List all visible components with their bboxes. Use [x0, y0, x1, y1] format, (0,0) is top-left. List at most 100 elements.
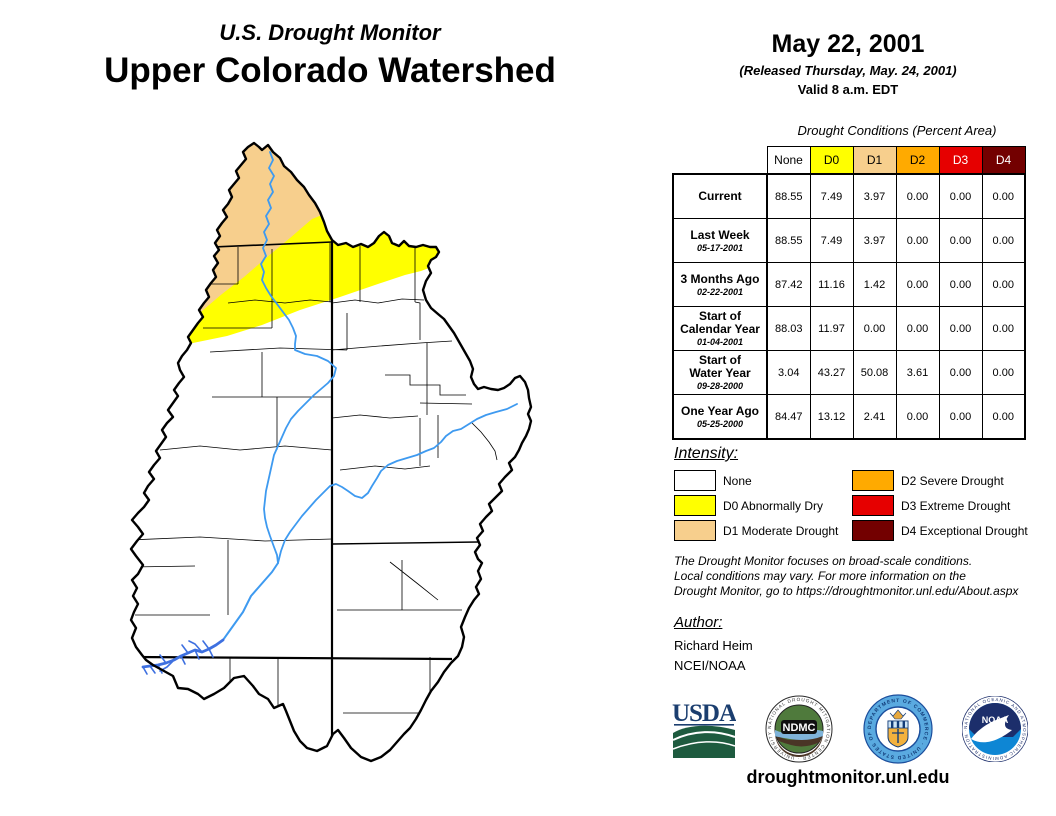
colorado-river: [277, 403, 518, 564]
row-date: 05-17-2001: [696, 242, 744, 253]
column-header-d2: D2: [895, 146, 940, 175]
noaa-logo: NATIONAL OCEANIC AND ATMOSPHERIC ADMINIS…: [961, 696, 1028, 762]
value-cell: 3.04: [766, 350, 811, 395]
ndmc-logo: NATIONAL DROUGHT MITIGATION CENTER · UNI…: [765, 695, 833, 763]
legend-item-d4: D4 Exceptional Drought: [852, 520, 1028, 541]
table-body: Current 88.55 7.49 3.97 0.00 0.00 0.00 Last Wee…: [672, 173, 1026, 440]
green-river: [260, 151, 337, 564]
legend-item-d1: D1 Moderate Drought: [674, 520, 852, 541]
value-cell: 0.00: [895, 173, 940, 219]
intensity-legend-grid: None D0 Abnormally Dry D1 Moderate Drought…: [674, 468, 1028, 543]
column-header-d0: D0: [809, 146, 854, 175]
legend-label: D4 Exceptional Drought: [901, 523, 1028, 538]
table-row: 3 Months Ago 02-22-2001 87.42 11.16 1.42 0.00…: [672, 262, 1026, 307]
value-cell: 11.97: [809, 306, 854, 351]
row-date: 02-22-2001: [696, 286, 744, 297]
legend-label: D0 Abnormally Dry: [723, 498, 824, 513]
row-label-text: Start of Calendar Year: [680, 309, 760, 336]
table-header-row: None D0 D1 D2 D3 D4: [673, 146, 1026, 175]
intensity-heading: Intensity:: [674, 445, 739, 462]
site-url: droughtmonitor.unl.edu: [746, 767, 950, 787]
page-title: Upper Colorado Watershed: [104, 51, 556, 90]
value-cell: 2.41: [852, 394, 897, 440]
legend-swatch-d1: [674, 520, 716, 541]
value-cell: 0.00: [938, 350, 983, 395]
usda-logo: USDA: [672, 700, 736, 758]
row-label: Start of Water Year 09-28-2000: [672, 350, 768, 395]
map-title-block: U.S. Drought Monitor Upper Colorado Wate…: [0, 20, 660, 91]
map-date: May 22, 2001: [771, 30, 925, 58]
table-row: Current 88.55 7.49 3.97 0.00 0.00 0.00: [672, 173, 1026, 219]
row-label: One Year Ago 05-25-2000: [672, 394, 768, 440]
value-cell: 0.00: [895, 306, 940, 351]
value-cell: 84.47: [766, 394, 811, 440]
legend-label: D3 Extreme Drought: [901, 498, 1011, 513]
legend-swatch-none: [674, 470, 716, 491]
value-cell: 1.42: [852, 262, 897, 307]
svg-text:NDMC: NDMC: [783, 722, 816, 734]
watershed-map: [129, 141, 533, 763]
author-heading: Author:: [674, 614, 723, 631]
disclaimer-line: The Drought Monitor focuses on broad-sca…: [674, 554, 973, 568]
county-lines: [131, 243, 498, 730]
state-lines: [132, 241, 479, 736]
value-cell: 88.55: [766, 173, 811, 219]
row-label: Current: [672, 173, 768, 219]
value-cell: 0.00: [981, 173, 1026, 219]
disclaimer-line: Local conditions may vary. For more info…: [674, 569, 966, 583]
date-block: May 22, 2001 (Released Thursday, May. 24…: [664, 30, 1032, 97]
report-series-title: U.S. Drought Monitor: [219, 20, 441, 45]
value-cell: 0.00: [938, 306, 983, 351]
table-row: One Year Ago 05-25-2000 84.47 13.12 2.41 0.00…: [672, 394, 1026, 440]
agency-logos: USDA NATIONAL DROUGHT MITIGATION CENTER …: [672, 694, 1028, 764]
value-cell: 88.03: [766, 306, 811, 351]
value-cell: 0.00: [938, 394, 983, 440]
legend-item-none: None: [674, 470, 852, 491]
value-cell: 0.00: [895, 262, 940, 307]
legend-label: D1 Moderate Drought: [723, 523, 839, 538]
watershed-boundary: [129, 141, 533, 763]
table-row: Last Week 05-17-2001 88.55 7.49 3.97 0.00 0.00…: [672, 218, 1026, 263]
legend-swatch-d4: [852, 520, 894, 541]
disclaimer: The Drought Monitor focuses on broad-sca…: [674, 554, 1018, 599]
disclaimer-line: Drought Monitor, go to https://droughtmo…: [674, 584, 1019, 598]
legend-swatch-d2: [852, 470, 894, 491]
valid-time: Valid 8 a.m. EDT: [797, 82, 899, 97]
value-cell: 0.00: [981, 350, 1026, 395]
drought-conditions-table: None D0 D1 D2 D3 D4 Current 88.55 7.49 3.97 0.00 0…: [672, 146, 1026, 440]
svg-text:USDA: USDA: [672, 700, 736, 727]
value-cell: 13.12: [809, 394, 854, 440]
column-header-d1: D1: [852, 146, 897, 175]
value-cell: 0.00: [981, 218, 1026, 263]
value-cell: 88.55: [766, 218, 811, 263]
author-name: Richard Heim: [674, 638, 753, 653]
colorado-river-main-stem: [222, 562, 279, 641]
table-row: Start of Calendar Year 01-04-2001 88.03 11.…: [672, 306, 1026, 351]
table-row: Start of Water Year 09-28-2000 3.04 43.27 50…: [672, 350, 1026, 395]
row-label: 3 Months Ago 02-22-2001: [672, 262, 768, 307]
release-date: (Released Thursday, May. 24, 2001): [739, 63, 957, 78]
row-label-text: One Year Ago: [680, 403, 760, 418]
row-label: Last Week 05-17-2001: [672, 218, 768, 263]
row-label-text: Current: [698, 189, 742, 203]
value-cell: 87.42: [766, 262, 811, 307]
legend-swatch-d0: [674, 495, 716, 516]
legend-swatch-d3: [852, 495, 894, 516]
value-cell: 0.00: [938, 173, 983, 219]
value-cell: 0.00: [981, 394, 1026, 440]
value-cell: 3.97: [852, 218, 897, 263]
value-cell: 7.49: [809, 218, 854, 263]
table-caption: Drought Conditions (Percent Area): [797, 123, 997, 138]
row-date: 09-28-2000: [696, 381, 744, 391]
value-cell: 7.49: [809, 173, 854, 219]
svg-text:NOAA: NOAA: [982, 715, 1009, 725]
value-cell: 43.27: [809, 350, 854, 395]
legend-item-d0: D0 Abnormally Dry: [674, 495, 852, 516]
column-header-d4: D4: [981, 146, 1026, 175]
column-header-none: None: [766, 146, 811, 175]
value-cell: 3.97: [852, 173, 897, 219]
watershed-fill: [131, 143, 531, 761]
legend-label: D2 Severe Drought: [901, 473, 1004, 488]
value-cell: 11.16: [809, 262, 854, 307]
